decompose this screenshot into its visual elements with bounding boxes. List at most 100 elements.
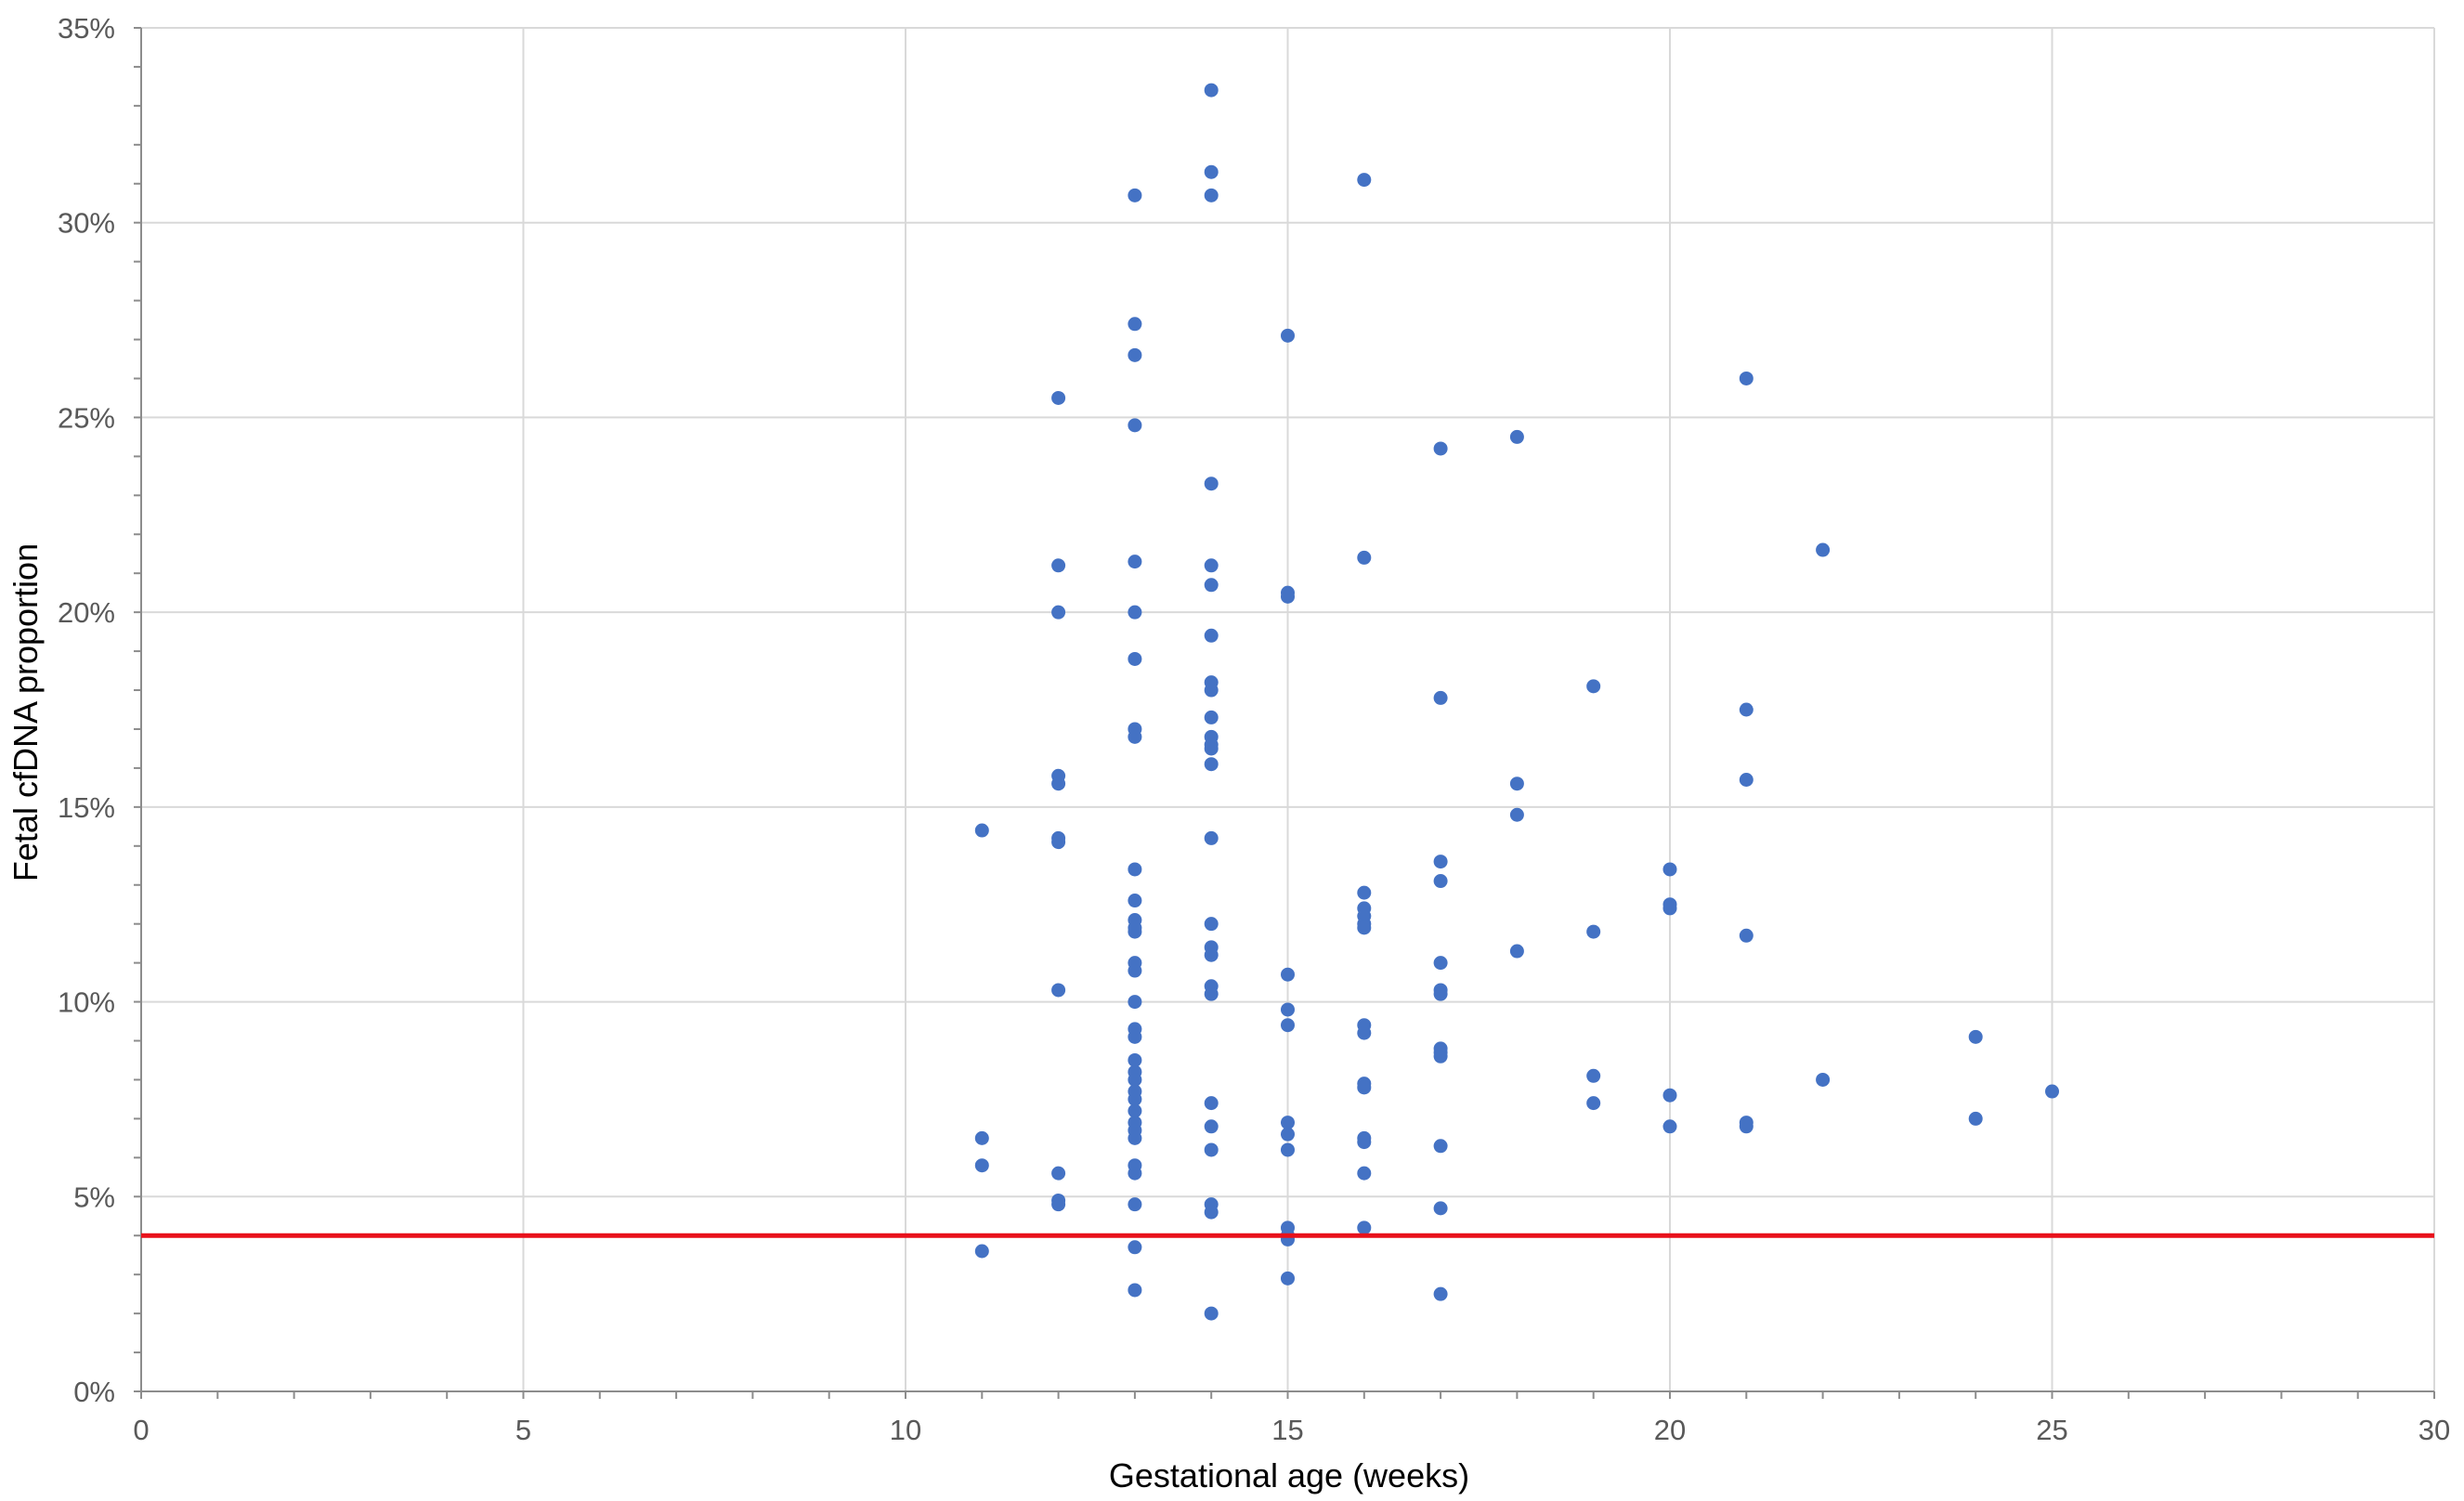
- data-point: [1204, 83, 1219, 98]
- data-point: [1051, 1197, 1066, 1212]
- x-axis-title: Gestational age (weeks): [1109, 1456, 1469, 1494]
- data-points: [974, 83, 2059, 1321]
- data-point: [1128, 1130, 1142, 1145]
- data-point: [1128, 1091, 1142, 1106]
- data-point: [1128, 605, 1142, 620]
- data-point: [1128, 1103, 1142, 1118]
- data-point: [1662, 1119, 1677, 1134]
- x-tick-labels: 0 5 10 15 20 25 30: [133, 1414, 2450, 1446]
- data-point: [1357, 1220, 1372, 1235]
- data-point: [1433, 874, 1448, 889]
- data-point: [1128, 317, 1142, 332]
- data-point: [1128, 862, 1142, 877]
- data-point: [1357, 1135, 1372, 1150]
- data-point: [1128, 963, 1142, 978]
- axes: [134, 27, 2435, 1399]
- data-point: [1204, 578, 1219, 593]
- data-point: [1204, 1306, 1219, 1321]
- data-point: [1204, 1142, 1219, 1157]
- data-point: [1281, 328, 1295, 343]
- data-point: [1281, 967, 1295, 982]
- data-point: [1051, 558, 1066, 573]
- y-tick-label: 25%: [58, 401, 115, 434]
- data-point: [1128, 651, 1142, 666]
- data-point: [1739, 371, 1753, 385]
- data-point: [1509, 944, 1524, 959]
- data-point: [1433, 855, 1448, 869]
- y-tick-label: 15%: [58, 791, 115, 824]
- x-tick-label: 20: [1654, 1414, 1686, 1446]
- data-point: [1204, 476, 1219, 491]
- y-tick-label: 5%: [73, 1181, 115, 1213]
- data-point: [1128, 188, 1142, 202]
- data-point: [1586, 924, 1601, 939]
- y-tick-label: 30%: [58, 207, 115, 240]
- x-tick-label: 25: [2036, 1414, 2067, 1446]
- data-point: [1509, 429, 1524, 444]
- data-point: [1128, 1072, 1142, 1087]
- y-tick-label: 20%: [58, 596, 115, 629]
- data-point: [974, 1158, 989, 1173]
- x-tick-label: 10: [890, 1414, 921, 1446]
- data-point: [1128, 1197, 1142, 1212]
- data-point: [1739, 702, 1753, 717]
- data-point: [1281, 1002, 1295, 1017]
- data-point: [1281, 589, 1295, 604]
- data-point: [1128, 1240, 1142, 1255]
- x-tick-label: 15: [1271, 1414, 1303, 1446]
- data-point: [1204, 558, 1219, 573]
- data-point: [1128, 924, 1142, 939]
- data-point: [1204, 683, 1219, 698]
- x-tick-label: 5: [515, 1414, 531, 1446]
- data-point: [1739, 772, 1753, 787]
- data-point: [1281, 1018, 1295, 1033]
- data-point: [1204, 947, 1219, 962]
- data-point: [1433, 1201, 1448, 1216]
- data-point: [1433, 690, 1448, 705]
- data-point: [1128, 995, 1142, 1010]
- data-point: [1128, 555, 1142, 569]
- data-point: [1433, 1286, 1448, 1301]
- data-point: [1128, 729, 1142, 744]
- data-point: [1739, 928, 1753, 943]
- data-point: [1204, 188, 1219, 202]
- y-tick-label: 35%: [58, 12, 115, 45]
- data-point: [1357, 1025, 1372, 1040]
- data-point: [1357, 885, 1372, 900]
- data-point: [1586, 679, 1601, 694]
- data-point: [1128, 418, 1142, 433]
- data-point: [1816, 542, 1831, 557]
- data-point: [1586, 1068, 1601, 1083]
- data-point: [1128, 1166, 1142, 1181]
- data-point: [1204, 1205, 1219, 1220]
- data-point: [1586, 1096, 1601, 1111]
- data-point: [1051, 605, 1066, 620]
- data-point: [1281, 1127, 1295, 1142]
- data-point: [1816, 1072, 1831, 1087]
- data-point: [1204, 986, 1219, 1001]
- data-point: [2045, 1084, 2059, 1099]
- data-point: [1357, 550, 1372, 565]
- data-point: [1357, 173, 1372, 188]
- x-tick-label: 0: [133, 1414, 149, 1446]
- data-point: [1128, 1052, 1142, 1067]
- data-point: [1509, 807, 1524, 822]
- data-point: [1968, 1111, 1983, 1126]
- data-point: [1357, 920, 1372, 935]
- y-tick-label: 0%: [73, 1376, 115, 1408]
- data-point: [1128, 894, 1142, 908]
- data-point: [1128, 347, 1142, 362]
- data-point: [1357, 1166, 1372, 1181]
- data-point: [1433, 441, 1448, 456]
- data-point: [1433, 1049, 1448, 1064]
- data-point: [1051, 777, 1066, 791]
- data-point: [974, 823, 989, 838]
- data-point: [1204, 710, 1219, 724]
- data-point: [1051, 835, 1066, 850]
- data-point: [974, 1244, 989, 1259]
- data-point: [1662, 901, 1677, 916]
- data-point: [1204, 164, 1219, 179]
- y-tick-label: 10%: [58, 986, 115, 1019]
